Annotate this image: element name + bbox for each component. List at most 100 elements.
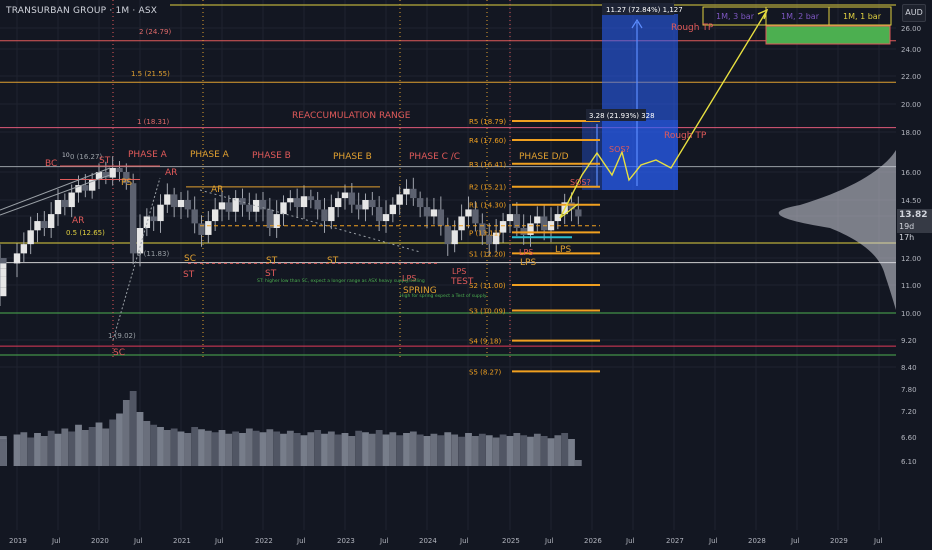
volume-bar: [375, 430, 383, 466]
candle-body: [472, 209, 479, 224]
candle-body: [300, 196, 308, 208]
candle-body: [293, 198, 301, 208]
overlays: [0, 3, 892, 373]
volume-bar: [451, 434, 459, 466]
volume-bar: [506, 436, 514, 466]
time-tick: 2026: [584, 537, 602, 545]
volume-bar: [136, 412, 144, 466]
volume-bar: [225, 433, 233, 466]
time-tick: Jul: [214, 537, 224, 545]
candle-body: [225, 202, 233, 212]
volume-bar: [561, 433, 569, 466]
candle-body: [341, 192, 349, 199]
annotation-lps1: LPS: [402, 274, 416, 283]
candle-body: [20, 244, 28, 254]
volume-bar: [40, 436, 48, 466]
price-tick: 16.00: [901, 169, 921, 177]
time-tick: Jul: [873, 537, 883, 545]
time-tick: Jul: [544, 537, 554, 545]
volume-bar: [191, 427, 199, 466]
candle-body: [540, 216, 548, 231]
candle-body: [0, 258, 7, 264]
volume-bar: [465, 433, 472, 466]
volume-bar: [68, 431, 76, 466]
volume-bar: [478, 433, 486, 466]
volume-bar: [273, 431, 281, 466]
volume-bar: [520, 435, 528, 466]
volume-bar: [547, 438, 555, 466]
legend-tab-3: 1M, 1 bar: [843, 12, 882, 21]
volume-bar: [170, 428, 178, 466]
candle-body: [444, 225, 451, 245]
candle-body: [157, 204, 164, 222]
pivot-label: S3 (10.09): [469, 307, 506, 315]
range-diag: [199, 189, 421, 253]
volume-bar: [540, 436, 548, 466]
candle-body: [334, 198, 342, 208]
trend-line: [0, 174, 111, 216]
volume-bar: [574, 460, 582, 466]
time-tick: Jul: [379, 537, 389, 545]
volume-bar: [437, 435, 445, 466]
candle-body: [465, 209, 472, 217]
price-tick: 20.00: [901, 101, 921, 109]
currency-button[interactable]: AUD: [902, 4, 926, 22]
fib-label: 0 (16.27): [70, 153, 102, 161]
volume-bar: [198, 429, 205, 466]
legend-frame: [702, 6, 892, 26]
candle-body: [170, 194, 178, 208]
candle-body: [287, 198, 294, 203]
candle-body: [410, 188, 417, 199]
candle-body: [41, 221, 48, 228]
time-tick: 2025: [502, 537, 520, 545]
symbol-title: TRANSURBAN GROUP · 1M · ASX: [6, 6, 158, 16]
annotation-phase_c: PHASE C /C: [409, 152, 460, 162]
labels: R5 (18.79) R4 (17.60) R3 (16.41) R2 (15.21)…: [45, 6, 882, 376]
volume-bar: [362, 432, 369, 466]
volume-bar: [102, 428, 110, 466]
note-1: ST: higher low than SC, expect a longer …: [257, 278, 425, 284]
candle-body: [499, 221, 507, 233]
volume-bar: [533, 433, 541, 466]
price-tick: 7.20: [901, 408, 917, 416]
candle-body: [575, 209, 582, 217]
volume-bar: [355, 430, 363, 466]
volume-bar: [396, 435, 404, 466]
volume-bar: [416, 434, 424, 466]
candle-body: [554, 214, 562, 222]
time-tick: Jul: [296, 537, 306, 545]
annotation-ar_mid: AR: [211, 185, 223, 195]
candle-body: [266, 209, 274, 228]
candle-body: [314, 200, 321, 210]
candle-body: [321, 209, 328, 222]
price-tick: 14.50: [901, 197, 921, 205]
annotation-phase_b1: PHASE B: [252, 151, 291, 161]
annotation-st_top: ST: [99, 156, 111, 166]
candle-body: [184, 200, 192, 210]
measure-small-label: 3.28 (21.93%) 328: [589, 112, 655, 120]
annotation-sc: SC: [184, 254, 196, 264]
fib-label: 2 (24.79): [139, 28, 171, 36]
volume-bar: [157, 427, 164, 466]
candle-body: [211, 209, 219, 222]
volume-bar: [232, 431, 240, 466]
annotation-ar_top: AR: [165, 168, 177, 178]
time-tick: Jul: [459, 537, 469, 545]
volume-bar: [334, 434, 342, 466]
pivot-label: S5 (8.27): [469, 368, 501, 376]
candle-body: [362, 200, 369, 210]
candle-body: [259, 200, 267, 210]
volume-bar: [129, 391, 137, 466]
volume-bar: [204, 430, 212, 466]
pivot-label: R3 (16.41): [469, 161, 506, 169]
candle-body: [239, 198, 246, 205]
candle-body: [102, 172, 110, 178]
candle-body: [116, 168, 123, 172]
annotation-lps4: LPS: [520, 258, 536, 268]
candle-body: [513, 214, 521, 228]
annotation-st3: ST: [265, 269, 277, 279]
volume-bar: [472, 436, 479, 466]
volume-bar: [300, 435, 308, 466]
candle-body: [27, 230, 34, 245]
